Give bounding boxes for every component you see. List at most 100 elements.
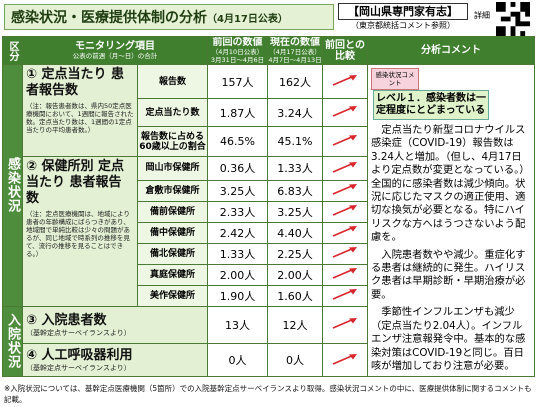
header-category: 区分 (2, 36, 23, 65)
header-previous: 前回の数値 （4月10日公表） 3月31日～4月6日 (207, 36, 268, 65)
row-label: 報告数に占める60歳以上の割合 (137, 126, 208, 157)
current-value: 12人 (267, 305, 323, 345)
previous-value: 2.33人 (207, 200, 268, 223)
header-current-text: 現在の数値 (270, 37, 320, 49)
trend-arrow (332, 289, 357, 300)
analysis-paragraph: 入院患者数やや減少。重症化する患者は継続的に発生。ハイリスク患者は早期診断・早期… (371, 248, 526, 301)
source-note: （東京都統括コメント参照） (351, 21, 455, 30)
header-item-note: 公表の前週（月～日）の合計 (72, 52, 158, 60)
detail-link[interactable]: 詳細 (474, 11, 490, 20)
row: 真庭保健所 2.00人 2.00人 (3, 263, 535, 286)
previous-value: 46.5% (207, 126, 268, 157)
compare (322, 126, 368, 157)
row: 備中保健所 2.42人 4.40人 (3, 221, 535, 244)
header-current: 現在の数値 （4月17日公表） 4月7日～4月13日 (267, 36, 323, 65)
current-value: 6.83人 (267, 179, 323, 202)
monitoring-table: 区分 モニタリング項目 公表の前週（月～日）の合計 前回の数値 （4月10日公表） 3… (2, 36, 535, 378)
item-title: ① 定点当たり 患者報告数 (26, 67, 125, 98)
trend-arrow (332, 135, 357, 146)
analysis-paragraph: 季節性インフルエンザも減少（定点当たり2.04人）。インフルエンザ注意報発令中。… (371, 306, 526, 372)
compare (322, 156, 368, 181)
trend-arrow (332, 318, 357, 330)
header-compare: 前回との比較 (322, 36, 368, 65)
item: ② 保健所別 定点当たり 患者報告数 （注：定点医療機関は、地域により患者の年齢構… (22, 156, 138, 307)
item-note: （基幹定点サーベイランスより） (26, 364, 131, 373)
row-label: 報告数 (137, 64, 208, 99)
section-label: 感染状況 (2, 64, 23, 307)
previous-value: 1.90人 (207, 284, 268, 307)
item-note: （基幹定点サーベイランスより） (26, 328, 131, 337)
previous-value: 157人 (207, 64, 268, 99)
row: 倉敷市保健所 3.25人 6.83人 (3, 179, 535, 202)
row: ② 保健所別 定点当たり 患者報告数 （注：定点医療機関は、地域により患者の年齢構… (3, 156, 535, 307)
previous-value: 1.33人 (207, 242, 268, 265)
trend-arrow (332, 205, 357, 216)
compare (322, 200, 368, 223)
current-value: 2.25人 (267, 242, 323, 265)
trend-arrow (332, 161, 357, 173)
title: 感染状況・医療提供体制の分析 (11, 10, 207, 26)
item: ④ 人工呼吸器利用 （基幹定点サーベイランスより） (22, 343, 208, 378)
item-note: （注：定点医療機関は、地域により患者の年齢構成にばらつきがあり、地域間で単純比較… (26, 210, 130, 258)
current-value: 1.60人 (267, 284, 323, 307)
date: （4月17日公表） (207, 14, 288, 25)
row-label: 定点当たり数 (137, 98, 208, 127)
compare (322, 242, 368, 265)
row: 入院状況 ③ 入院患者数 （基幹定点サーベイランスより） 13人 12人 (2, 305, 535, 378)
header-previous-text: 前回の数値 (212, 37, 263, 49)
row-label: 備北保健所 (137, 242, 208, 265)
analysis: 感染状況コメントレベル１．感染者数は一定程度にとどまっている 定点当たり新型コロナ… (367, 63, 535, 378)
row-label: 備前保健所 (137, 200, 208, 223)
row: 報告数に占める60歳以上の割合 46.5% 45.1% (3, 126, 535, 157)
compare (322, 284, 368, 307)
previous-value: 0.36人 (207, 156, 268, 181)
previous-value: 2.00人 (207, 263, 268, 286)
footer: ※入院状況については、基幹定点医療機関（5箇所）での入院基幹定点サーベイランスよ… (4, 384, 532, 404)
compare (322, 64, 368, 99)
item: ③ 入院患者数 （基幹定点サーベイランスより） (22, 305, 208, 345)
header-item-text: モニタリング項目 (75, 41, 155, 52)
source: 【岡山県専門家有志】 （東京都統括コメント参照） (338, 3, 468, 31)
compare (322, 305, 368, 345)
previous-value: 1.87人 (207, 98, 268, 127)
current-value: 3.24人 (267, 98, 323, 127)
header-previous-date: （4月10日公表） (211, 48, 264, 56)
compare (322, 221, 368, 244)
row: 感染状況 ① 定点当たり 患者報告数 （注：報告患者数は、県内50定点医療機関におい… (2, 63, 535, 378)
analysis-head: 感染状況コメントレベル１．感染者数は一定程度にとどまっている (371, 68, 531, 120)
row-label: 備中保健所 (137, 221, 208, 244)
row: 備北保健所 1.33人 2.25人 (3, 242, 535, 265)
current-value: 3.25人 (267, 200, 323, 223)
header-current-date: （4月17日公表） (269, 48, 321, 56)
previous-value: 0人 (207, 343, 268, 378)
header-item: モニタリング項目 公表の前週（月～日）の合計 (22, 36, 208, 65)
row: ④ 人工呼吸器利用 （基幹定点サーベイランスより） 0人 0人 (3, 343, 535, 378)
trend-arrow (332, 184, 357, 195)
previous-value: 13人 (207, 305, 268, 345)
current-value: 162人 (267, 64, 323, 99)
analysis-paragraph: 定点当たり新型コロナウイルス感染症（COVID-19）報告数は3.24人と増加。… (371, 124, 530, 244)
table-body: 感染状況 ① 定点当たり 患者報告数 （注：報告患者数は、県内50定点医療機関におい… (2, 63, 535, 378)
trend-arrow (332, 268, 357, 279)
compare (322, 179, 368, 202)
item-title: ④ 人工呼吸器利用 (26, 348, 133, 364)
trend-arrow (332, 75, 357, 86)
source-name: 【岡山県専門家有志】 (338, 3, 468, 20)
current-value: 45.1% (267, 126, 323, 157)
row-label: 岡山市保健所 (137, 156, 208, 181)
current-value: 4.40人 (267, 221, 323, 244)
section-label: 入院状況 (2, 305, 23, 378)
qr-code[interactable] (496, 2, 530, 36)
row-label: 美作保健所 (137, 284, 208, 307)
compare (322, 98, 368, 127)
current-value: 0人 (267, 343, 323, 378)
trend-arrow (332, 247, 357, 258)
trend-arrow (332, 106, 357, 117)
header-analysis: 分析コメント (367, 36, 535, 65)
trend-arrow (332, 353, 357, 365)
trend-arrow (332, 226, 357, 237)
item-note: （注：報告患者数は、県内50定点医療機関において、1週間に報告された数。定点当た… (26, 102, 134, 134)
previous-value: 3.25人 (207, 179, 268, 202)
row: 美作保健所 1.90人 1.60人 (3, 284, 535, 307)
